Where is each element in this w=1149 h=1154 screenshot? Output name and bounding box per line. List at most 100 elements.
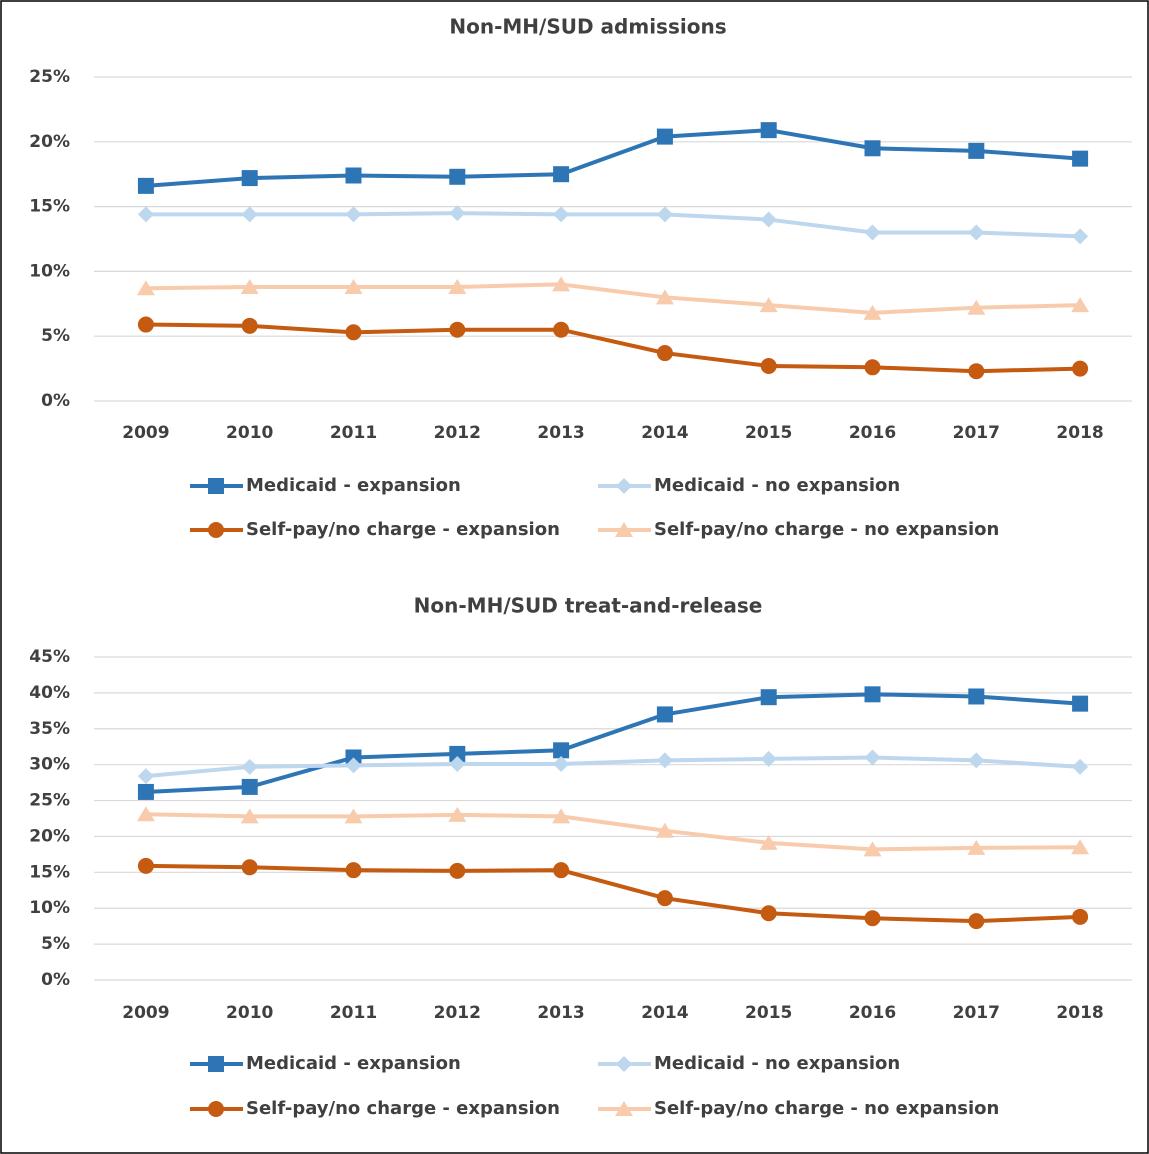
- x-tick-label: 2016: [849, 423, 896, 443]
- marker: [240, 278, 259, 294]
- y-tick-label: 20%: [29, 826, 70, 846]
- marker: [344, 808, 363, 824]
- marker: [760, 211, 777, 228]
- y-tick-label: 10%: [29, 898, 70, 918]
- y-tick-label: 30%: [29, 755, 70, 775]
- marker: [553, 742, 570, 759]
- marker: [760, 122, 777, 139]
- marker: [449, 205, 466, 222]
- marker: [553, 321, 570, 338]
- marker: [1071, 297, 1090, 313]
- x-tick-label: 2018: [1056, 423, 1103, 443]
- marker: [967, 839, 986, 855]
- x-tick-label: 2012: [434, 423, 481, 443]
- marker: [240, 808, 259, 824]
- marker: [760, 358, 777, 375]
- x-tick-label: 2011: [330, 1003, 377, 1023]
- marker: [137, 316, 154, 333]
- marker: [656, 752, 673, 769]
- marker: [1071, 839, 1090, 855]
- marker: [1072, 695, 1089, 712]
- series-line: [145, 128, 1081, 188]
- marker: [553, 755, 570, 772]
- marker: [449, 321, 466, 338]
- series-line: [145, 692, 1081, 794]
- marker: [345, 324, 362, 341]
- marker: [968, 142, 985, 159]
- marker: [864, 686, 881, 703]
- legend-label: Self-pay/no charge - no expansion: [654, 1098, 999, 1119]
- marker: [553, 206, 570, 223]
- marker: [449, 862, 466, 879]
- marker: [137, 783, 154, 800]
- marker: [552, 808, 571, 824]
- marker: [241, 778, 258, 795]
- y-tick-label: 45%: [29, 647, 70, 667]
- marker: [968, 913, 985, 930]
- marker: [656, 128, 673, 145]
- legend-label: Medicaid - expansion: [246, 475, 461, 496]
- marker: [968, 363, 985, 380]
- marker: [241, 317, 258, 334]
- marker: [1072, 228, 1089, 245]
- y-tick-label: 0%: [41, 391, 70, 411]
- marker: [760, 905, 777, 922]
- legend-marker: [616, 1056, 632, 1072]
- series-line: [145, 211, 1081, 239]
- marker: [863, 841, 882, 857]
- legend-marker: [616, 478, 632, 494]
- legend-marker: [208, 1101, 224, 1117]
- x-tick-label: 2009: [122, 423, 169, 443]
- marker: [136, 806, 155, 822]
- marker: [1072, 758, 1089, 775]
- marker: [759, 834, 778, 850]
- marker: [241, 758, 258, 775]
- marker: [760, 689, 777, 706]
- marker: [449, 755, 466, 772]
- marker: [345, 862, 362, 879]
- series-line: [145, 863, 1081, 924]
- x-tick-label: 2014: [641, 423, 688, 443]
- marker: [448, 278, 467, 294]
- x-tick-label: 2017: [953, 423, 1000, 443]
- marker: [552, 276, 571, 292]
- marker: [968, 224, 985, 241]
- x-tick-label: 2013: [537, 423, 584, 443]
- marker: [968, 752, 985, 769]
- marker: [345, 206, 362, 223]
- marker: [137, 768, 154, 785]
- marker: [1072, 908, 1089, 925]
- legend-marker: [208, 522, 224, 538]
- series-line: [145, 282, 1081, 315]
- marker: [864, 359, 881, 376]
- x-tick-label: 2018: [1056, 1003, 1103, 1023]
- series-line: [145, 322, 1081, 374]
- marker: [863, 304, 882, 320]
- legend-label: Self-pay/no charge - no expansion: [654, 519, 999, 540]
- x-tick-label: 2012: [434, 1003, 481, 1023]
- marker: [136, 280, 155, 296]
- marker: [553, 166, 570, 183]
- marker: [345, 167, 362, 184]
- marker: [760, 750, 777, 767]
- marker: [656, 206, 673, 223]
- y-tick-label: 15%: [29, 197, 70, 217]
- marker: [759, 297, 778, 313]
- chart-title: Non-MH/SUD admissions: [449, 15, 726, 39]
- x-tick-label: 2010: [226, 1003, 273, 1023]
- legend-label: Medicaid - expansion: [246, 1053, 461, 1074]
- legend-marker: [208, 1056, 224, 1072]
- y-tick-label: 25%: [29, 791, 70, 811]
- x-tick-label: 2015: [745, 423, 792, 443]
- y-tick-label: 20%: [29, 132, 70, 152]
- series-line: [145, 755, 1081, 779]
- chart-title: Non-MH/SUD treat-and-release: [414, 594, 763, 618]
- marker: [1072, 150, 1089, 167]
- legend-label: Medicaid - no expansion: [654, 1053, 900, 1074]
- marker: [864, 749, 881, 766]
- legend-label: Medicaid - no expansion: [654, 475, 900, 496]
- y-tick-label: 5%: [41, 934, 70, 954]
- marker: [241, 206, 258, 223]
